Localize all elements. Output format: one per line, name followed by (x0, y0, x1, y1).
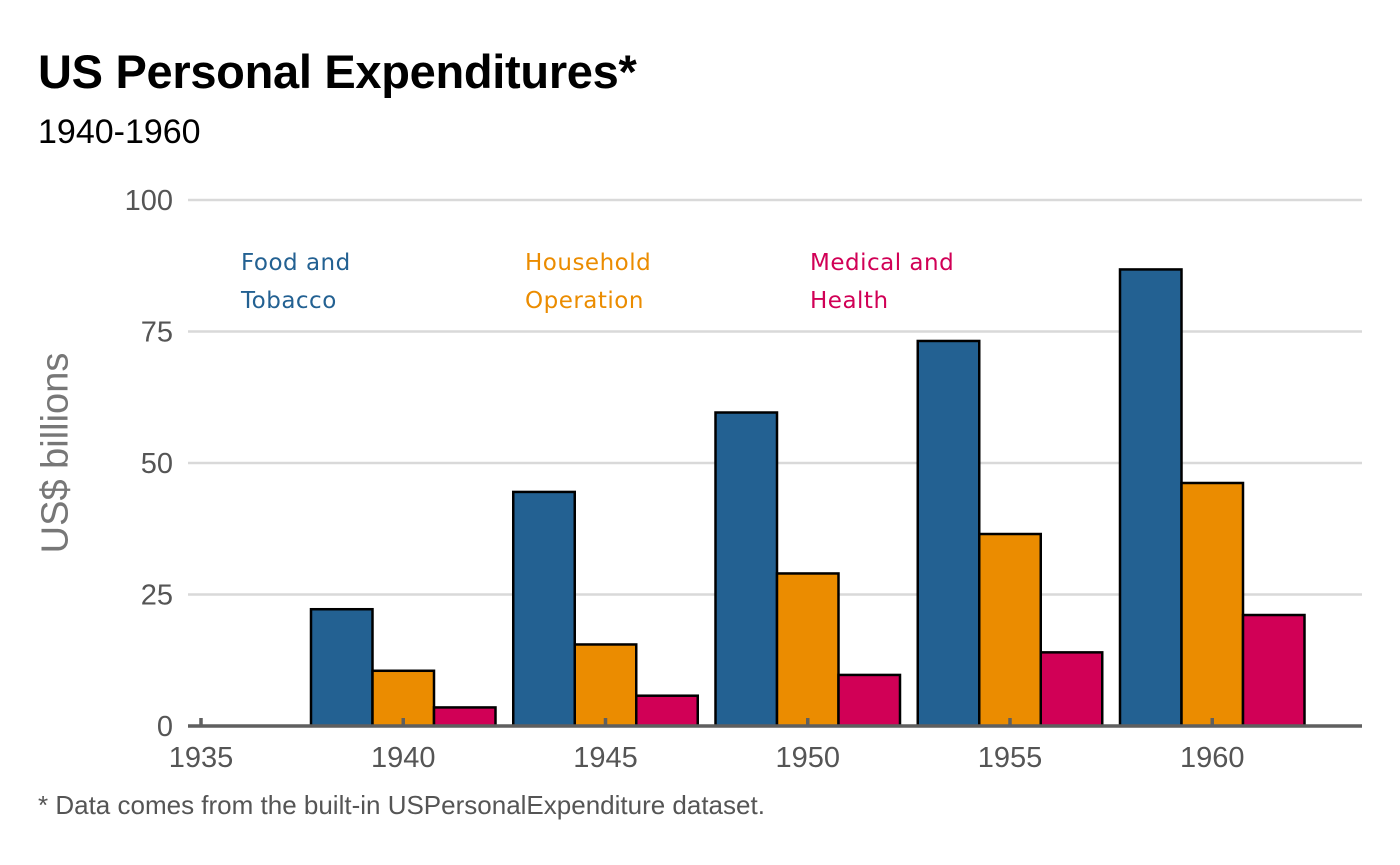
bar-household-operation-1945 (573, 643, 638, 728)
legend-label-line: Medical and (810, 250, 954, 276)
x-tick-label-1960: 1960 (1180, 742, 1245, 774)
y-tick-label-0: 0 (157, 711, 173, 743)
axes: 0 25 50 75 100 1935 1940 1945 1950 1955 1960 (125, 185, 1362, 774)
bar-food-and-tobacco-1945 (512, 490, 576, 728)
legend: Food and Tobacco Household Operation Medical… (240, 250, 954, 314)
y-tick-label-50: 50 (141, 448, 173, 480)
chart-title: US Personal Expenditures* (38, 45, 637, 98)
y-tick-label-75: 75 (141, 317, 173, 349)
x-tick-label-1945: 1945 (573, 742, 638, 774)
legend-label-line: Operation (525, 288, 644, 314)
y-tick-label-25: 25 (141, 580, 173, 612)
bar-household-operation-1955 (978, 532, 1042, 728)
chart-subtitle: 1940-1960 (38, 113, 201, 151)
legend-label-line: Household (525, 250, 651, 276)
legend-label-line: Health (810, 288, 889, 314)
legend-label-line: Tobacco (240, 288, 337, 314)
bar-food-and-tobacco-1950 (714, 411, 779, 728)
chart-caption: * Data comes from the built-in USPersona… (38, 790, 765, 820)
legend-item-food-and-tobacco: Food and Tobacco (240, 250, 351, 314)
bar-food-and-tobacco-1960 (1118, 268, 1183, 728)
bar-medical-and-health-1940 (432, 706, 497, 728)
bar-medical-and-health-1960 (1241, 613, 1306, 728)
legend-label-line: Food and (241, 250, 351, 276)
x-tick-label-1955: 1955 (978, 742, 1043, 774)
x-tick-label-1935: 1935 (169, 742, 234, 774)
legend-item-household-operation: Household Operation (525, 250, 651, 314)
bar-medical-and-health-1945 (635, 694, 699, 728)
bar-household-operation-1940 (371, 669, 436, 728)
x-tick-label-1940: 1940 (371, 742, 436, 774)
x-tick-label-1950: 1950 (775, 742, 840, 774)
bar-food-and-tobacco-1940 (309, 607, 374, 728)
bar-household-operation-1950 (775, 572, 840, 728)
bar-medical-and-health-1950 (837, 673, 902, 728)
bars (309, 268, 1306, 728)
legend-item-medical-and-health: Medical and Health (810, 250, 954, 314)
bar-medical-and-health-1955 (1039, 651, 1104, 728)
bar-household-operation-1960 (1180, 481, 1245, 728)
bar-food-and-tobacco-1955 (916, 339, 981, 728)
y-tick-label-100: 100 (125, 185, 173, 217)
